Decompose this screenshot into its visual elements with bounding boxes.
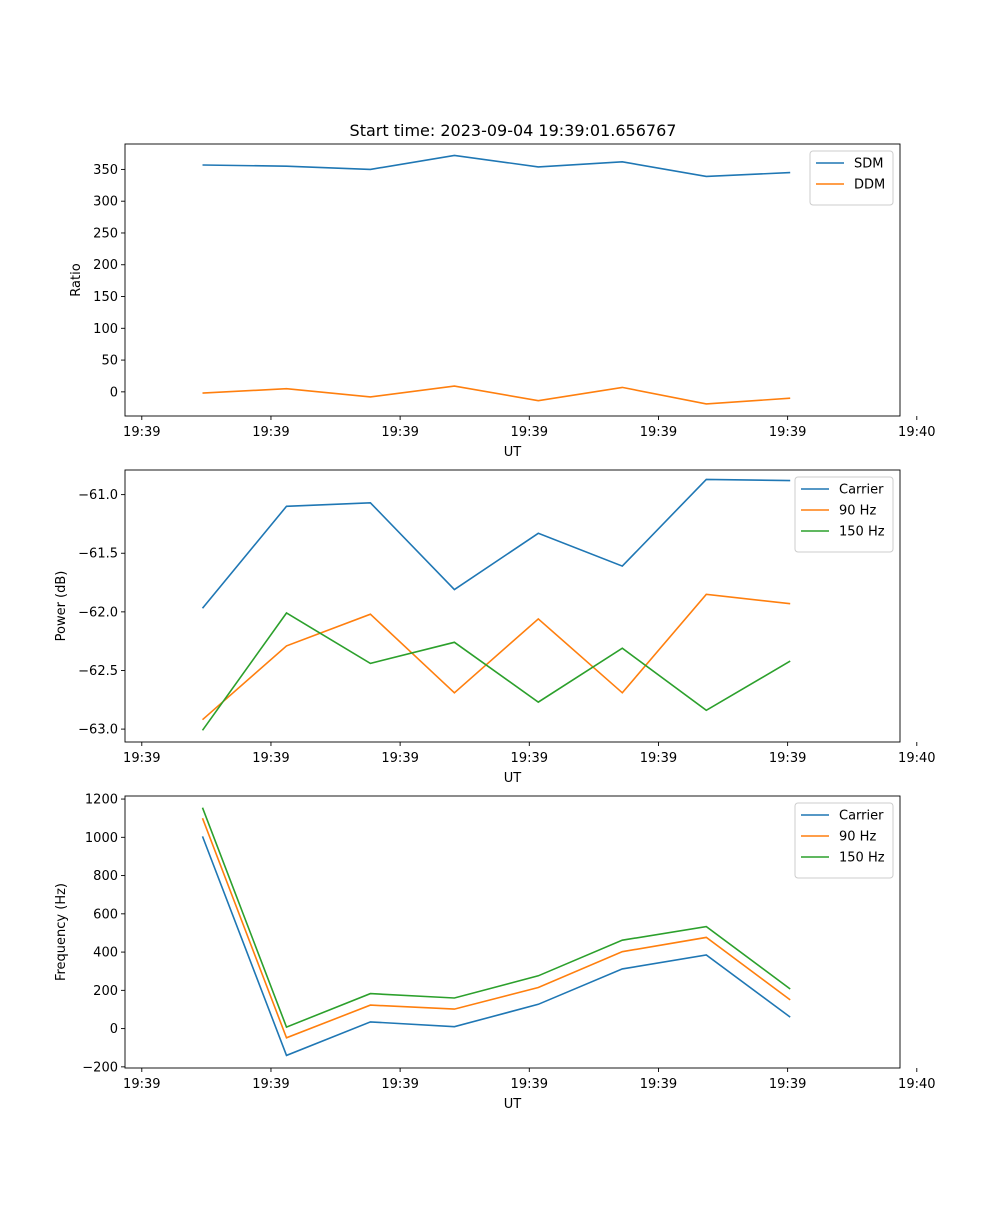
x-tick-label: 19:39 <box>123 1077 160 1092</box>
legend-box <box>794 802 894 879</box>
legend-label-90-hz: 90 Hz <box>839 504 876 519</box>
y-tick-label: 1000 <box>85 831 118 846</box>
x-tick-label: 19:39 <box>640 751 677 766</box>
y-axis-label: Frequency (Hz) <box>54 883 69 981</box>
y-tick-label: −63.0 <box>78 723 118 738</box>
legend: Carrier 90 Hz 150 Hz <box>794 802 894 879</box>
series-line-carrier <box>201 836 791 1057</box>
y-tick-label: 600 <box>93 907 118 922</box>
x-tick-label: 19:39 <box>769 751 806 766</box>
y-tick-label: 1200 <box>85 793 118 808</box>
y-tick-label: 0 <box>110 385 118 400</box>
y-tick-label: 200 <box>93 258 118 273</box>
x-tick-label: 19:39 <box>123 425 160 440</box>
plot-frame <box>124 143 901 417</box>
x-axis-label: UT <box>504 445 522 460</box>
x-axis-label: UT <box>504 1097 522 1112</box>
x-tick-label: 19:40 <box>898 425 935 440</box>
x-tick-label: 19:39 <box>123 751 160 766</box>
y-tick-label: −200 <box>82 1060 118 1075</box>
x-tick-label: 19:39 <box>381 751 418 766</box>
chart-title: Start time: 2023-09-04 19:39:01.656767 <box>350 121 677 140</box>
series-line-carrier <box>201 478 791 609</box>
chart-panel-power: 19:39 19:39 19:39 19:39 19:39 19:39 19:40 −63.0… <box>54 469 936 786</box>
series-line-90-hz <box>201 593 791 721</box>
legend: SDM DDM <box>809 150 894 206</box>
y-tick-label: 300 <box>93 195 118 210</box>
y-tick-label: 100 <box>93 322 118 337</box>
y-axis-label: Power (dB) <box>54 571 69 642</box>
legend-label-150-hz: 150 Hz <box>839 525 885 540</box>
y-tick-label: −61.0 <box>78 488 118 503</box>
y-tick-label: 150 <box>93 290 118 305</box>
series-line-sdm <box>202 154 791 178</box>
y-tick-label: 0 <box>110 1022 118 1037</box>
legend-label-sdm: SDM <box>854 157 883 172</box>
x-tick-label: 19:39 <box>381 1077 418 1092</box>
x-tick-label: 19:39 <box>640 425 677 440</box>
y-tick-label: 400 <box>93 946 118 961</box>
y-tick-label: 250 <box>93 226 118 241</box>
y-tick-label: −62.0 <box>78 605 118 620</box>
legend-box <box>809 150 894 206</box>
x-tick-label: 19:39 <box>252 425 289 440</box>
y-axis-label: Ratio <box>69 263 84 296</box>
series-line-ddm <box>202 385 791 405</box>
legend-label-carrier: Carrier <box>839 809 884 824</box>
series-line-90-hz <box>201 817 791 1039</box>
plot-frame <box>124 469 901 743</box>
x-tick-label: 19:40 <box>898 751 935 766</box>
x-tick-label: 19:39 <box>511 425 548 440</box>
legend-box <box>794 476 894 553</box>
x-tick-label: 19:39 <box>381 425 418 440</box>
legend-label-ddm: DDM <box>854 178 885 193</box>
x-tick-label: 19:39 <box>511 1077 548 1092</box>
y-tick-label: 800 <box>93 869 118 884</box>
x-axis-label: UT <box>504 771 522 786</box>
series-line-150-hz <box>201 611 791 731</box>
y-tick-label: −62.5 <box>78 664 118 679</box>
legend-label-150-hz: 150 Hz <box>839 851 885 866</box>
x-tick-label: 19:39 <box>769 1077 806 1092</box>
y-tick-label: 200 <box>93 984 118 999</box>
legend-label-carrier: Carrier <box>839 483 884 498</box>
series-line-150-hz <box>201 807 791 1029</box>
y-tick-label: −61.5 <box>78 547 118 562</box>
x-tick-label: 19:39 <box>252 1077 289 1092</box>
y-tick-label: 50 <box>101 354 118 369</box>
plot-frame <box>124 795 901 1069</box>
x-tick-label: 19:39 <box>769 425 806 440</box>
chart-panel-ratio: 19:39 19:39 19:39 19:39 19:39 19:39 19:40 0 50 10… <box>69 143 936 460</box>
chart-panel-frequency: 19:39 19:39 19:39 19:39 19:39 19:39 19:40 −200 0… <box>54 793 936 1112</box>
y-tick-label: 350 <box>93 163 118 178</box>
legend: Carrier 90 Hz 150 Hz <box>794 476 894 553</box>
x-tick-label: 19:39 <box>511 751 548 766</box>
x-tick-label: 19:39 <box>252 751 289 766</box>
x-tick-label: 19:39 <box>640 1077 677 1092</box>
legend-label-90-hz: 90 Hz <box>839 830 876 845</box>
x-tick-label: 19:40 <box>898 1077 935 1092</box>
